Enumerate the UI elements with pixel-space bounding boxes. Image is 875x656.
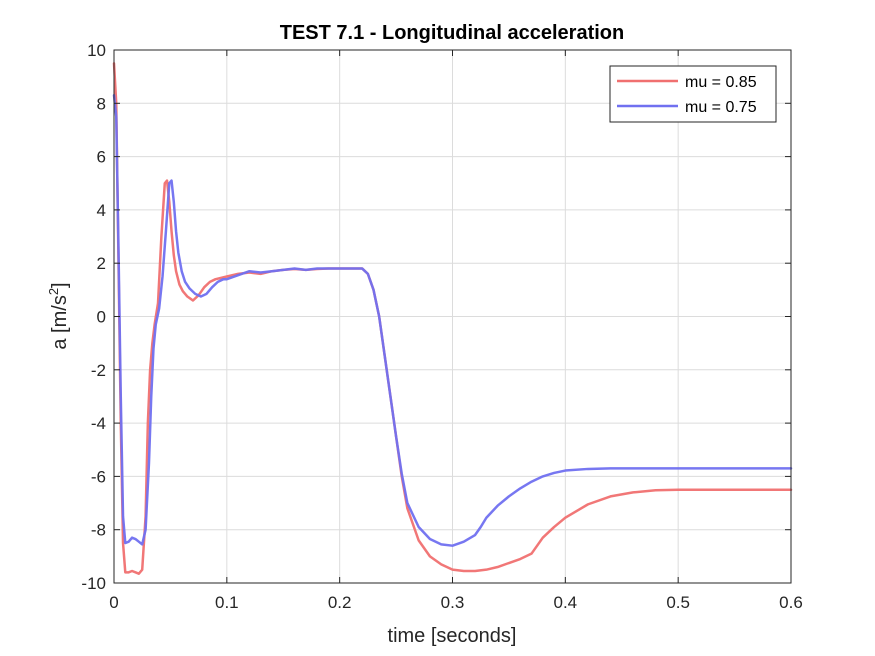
ticks <box>113 49 792 584</box>
y-tick-label: -10 <box>81 574 106 593</box>
y-axis-label-superscript: 2 <box>46 288 61 295</box>
y-tick-label: 0 <box>97 308 106 327</box>
y-tick-label: 2 <box>97 254 106 273</box>
y-axis-label: a [m/s2] <box>46 282 71 349</box>
y-tick-labels: -10 -8 -6 -4 -2 0 2 4 6 8 10 <box>81 41 106 593</box>
x-tick-label: 0.2 <box>328 593 352 612</box>
y-tick-label: -4 <box>91 414 106 433</box>
y-tick-label: -6 <box>91 467 106 486</box>
x-axis-label: time [seconds] <box>388 625 517 647</box>
series-layer <box>112 62 793 575</box>
legend: mu = 0.85 mu = 0.75 <box>609 65 777 123</box>
y-tick-label: 6 <box>97 148 106 167</box>
y-tick-label: -2 <box>91 361 106 380</box>
x-tick-label: 0 <box>109 593 118 612</box>
legend-label-mu-075: mu = 0.75 <box>685 99 757 116</box>
x-tick-label: 0.1 <box>215 593 239 612</box>
y-tick-label: -8 <box>91 521 106 540</box>
series-line-1 <box>112 94 793 547</box>
x-tick-label: 0.5 <box>666 593 690 612</box>
y-tick-label: 4 <box>97 201 106 220</box>
y-tick-label: 10 <box>87 41 106 60</box>
y-tick-label: 8 <box>97 94 106 113</box>
x-tick-label: 0.4 <box>554 593 578 612</box>
x-tick-label: 0.6 <box>779 593 803 612</box>
x-tick-label: 0.3 <box>441 593 465 612</box>
legend-label-mu-085: mu = 0.85 <box>685 74 757 91</box>
legend-box <box>609 65 777 123</box>
x-tick-labels: 0 0.1 0.2 0.3 0.4 0.5 0.6 <box>109 593 803 612</box>
y-axis-label-close: ] <box>49 282 71 288</box>
chart-title: TEST 7.1 - Longitudinal acceleration <box>280 22 625 44</box>
y-axis-label-main: a [m/s <box>49 295 71 349</box>
